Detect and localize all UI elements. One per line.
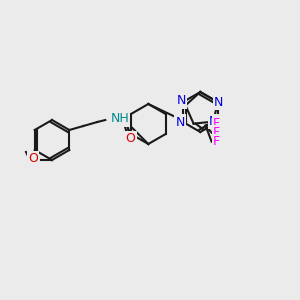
Text: N: N: [209, 115, 218, 128]
Text: N: N: [176, 94, 186, 107]
Text: O: O: [28, 152, 38, 166]
Text: O: O: [125, 133, 135, 146]
Text: NH: NH: [110, 112, 129, 125]
Text: F: F: [213, 135, 220, 148]
Text: N: N: [214, 95, 223, 109]
Text: F: F: [213, 117, 220, 130]
Text: F: F: [213, 126, 220, 139]
Text: N: N: [175, 116, 185, 128]
